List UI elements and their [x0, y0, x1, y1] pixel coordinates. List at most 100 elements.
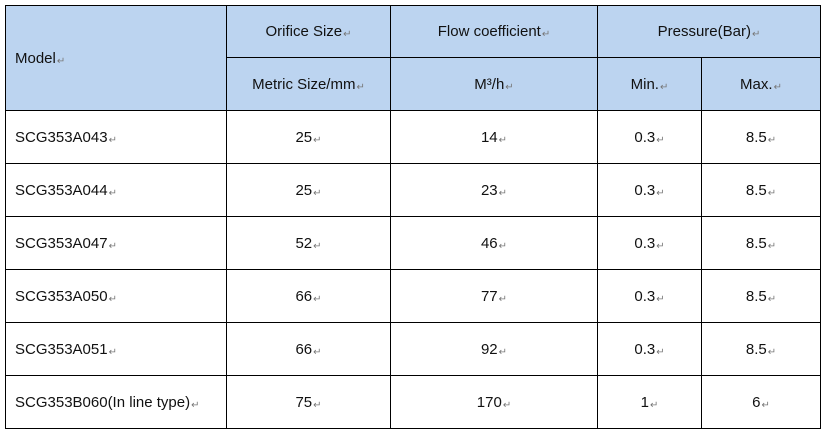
paragraph-mark-icon: ↵ — [313, 240, 322, 252]
size-text: 52 — [295, 234, 313, 252]
header-flow-coefficient-label: Flow coefficient — [437, 23, 541, 40]
size-text: 66 — [295, 287, 313, 305]
paragraph-mark-icon: ↵ — [108, 134, 117, 146]
paragraph-mark-icon: ↵ — [767, 134, 777, 146]
cell-max: 8.5↵ — [701, 110, 821, 164]
max-text: 8.5 — [745, 128, 767, 146]
header-metric-size-label: Metric Size/mm — [252, 75, 356, 93]
max-text: 6 — [752, 393, 761, 411]
model-text: SCG353A044 — [15, 181, 108, 199]
paragraph-mark-icon: ↵ — [108, 187, 117, 199]
paragraph-mark-icon: ↵ — [761, 399, 770, 411]
flow-text: 92 — [480, 340, 498, 358]
paragraph-mark-icon: ↵ — [767, 346, 777, 358]
cell-flow: 92↵ — [390, 322, 598, 376]
table-row: SCG353B060(In line type)↵ 75↵ 170↵ 1↵ 6↵ — [5, 375, 821, 429]
paragraph-mark-icon: ↵ — [656, 187, 665, 199]
paragraph-mark-icon: ↵ — [656, 293, 665, 305]
min-text: 0.3 — [634, 234, 656, 252]
cell-size: 25↵ — [226, 110, 391, 164]
header-flow-unit-label: M³/h — [474, 75, 505, 93]
header-min: Min.↵ — [597, 57, 702, 111]
paragraph-mark-icon: ↵ — [767, 293, 777, 305]
paragraph-mark-icon: ↵ — [108, 346, 117, 358]
max-text: 8.5 — [745, 181, 767, 199]
paragraph-mark-icon: ↵ — [659, 81, 669, 93]
cell-min: 0.3↵ — [597, 110, 702, 164]
model-text: SCG353B060(In line type) — [15, 393, 191, 411]
header-flow-coefficient: Flow coefficient↵ — [390, 5, 598, 58]
min-text: 0.3 — [634, 340, 656, 358]
cell-max: 8.5↵ — [701, 216, 821, 270]
flow-text: 77 — [480, 287, 498, 305]
cell-min: 0.3↵ — [597, 269, 702, 323]
min-text: 1 — [640, 393, 649, 411]
cell-min: 0.3↵ — [597, 163, 702, 217]
cell-flow: 14↵ — [390, 110, 598, 164]
cell-flow: 46↵ — [390, 216, 598, 270]
cell-flow: 170↵ — [390, 375, 598, 429]
table-body: SCG353A043↵ 25↵ 14↵ 0.3↵ 8.5↵ SCG353A044… — [5, 110, 821, 429]
spec-table: Model↵ Orifice Size↵ Flow coefficient↵ P… — [5, 5, 821, 429]
paragraph-mark-icon: ↵ — [498, 134, 508, 146]
paragraph-mark-icon: ↵ — [313, 293, 322, 305]
cell-model: SCG353A047↵ — [5, 216, 227, 270]
cell-size: 66↵ — [226, 322, 391, 376]
flow-text: 170 — [476, 393, 502, 411]
cell-model: SCG353A051↵ — [5, 322, 227, 376]
paragraph-mark-icon: ↵ — [649, 399, 659, 411]
cell-size: 52↵ — [226, 216, 391, 270]
cell-model: SCG353A044↵ — [5, 163, 227, 217]
paragraph-mark-icon: ↵ — [767, 187, 777, 199]
paragraph-mark-icon: ↵ — [498, 346, 508, 358]
header-min-label: Min. — [630, 75, 659, 93]
size-text: 75 — [295, 393, 313, 411]
paragraph-mark-icon: ↵ — [656, 134, 665, 146]
min-text: 0.3 — [634, 128, 656, 146]
table-row: SCG353A051↵ 66↵ 92↵ 0.3↵ 8.5↵ — [5, 322, 821, 376]
header-row-2: Metric Size/mm↵ M³/h↵ Min.↵ Max.↵ — [6, 57, 821, 111]
model-text: SCG353A050 — [15, 287, 108, 305]
paragraph-mark-icon: ↵ — [313, 134, 322, 146]
flow-text: 14 — [480, 128, 498, 146]
paragraph-mark-icon: ↵ — [751, 29, 761, 40]
max-text: 8.5 — [745, 340, 767, 358]
table-row: SCG353A047↵ 52↵ 46↵ 0.3↵ 8.5↵ — [5, 216, 821, 270]
paragraph-mark-icon: ↵ — [191, 399, 200, 411]
paragraph-mark-icon: ↵ — [313, 346, 322, 358]
paragraph-mark-icon: ↵ — [56, 55, 66, 67]
header-max-label: Max. — [740, 75, 773, 93]
header-pressure-label: Pressure(Bar) — [657, 23, 751, 40]
cell-model: SCG353A050↵ — [5, 269, 227, 323]
paragraph-mark-icon: ↵ — [498, 187, 508, 199]
max-text: 8.5 — [745, 287, 767, 305]
paragraph-mark-icon: ↵ — [498, 293, 508, 305]
paragraph-mark-icon: ↵ — [356, 81, 365, 93]
header-orifice-size-label: Orifice Size — [265, 23, 343, 40]
cell-max: 8.5↵ — [701, 163, 821, 217]
size-text: 66 — [295, 340, 313, 358]
model-text: SCG353A047 — [15, 234, 108, 252]
header-model-label: Model — [15, 49, 56, 67]
cell-min: 0.3↵ — [597, 216, 702, 270]
paragraph-mark-icon: ↵ — [108, 240, 117, 252]
header-max: Max.↵ — [701, 57, 821, 111]
paragraph-mark-icon: ↵ — [108, 293, 117, 305]
header-orifice-size: Orifice Size↵ — [226, 5, 391, 58]
table-header: Model↵ Orifice Size↵ Flow coefficient↵ P… — [5, 5, 821, 111]
cell-flow: 23↵ — [390, 163, 598, 217]
cell-flow: 77↵ — [390, 269, 598, 323]
cell-max: 8.5↵ — [701, 322, 821, 376]
cell-size: 25↵ — [226, 163, 391, 217]
cell-model: SCG353A043↵ — [5, 110, 227, 164]
paragraph-mark-icon: ↵ — [773, 81, 782, 93]
cell-min: 0.3↵ — [597, 322, 702, 376]
paragraph-mark-icon: ↵ — [313, 187, 322, 199]
model-text: SCG353A051 — [15, 340, 108, 358]
cell-model: SCG353B060(In line type)↵ — [5, 375, 227, 429]
header-flow-unit: M³/h↵ — [390, 57, 598, 111]
paragraph-mark-icon: ↵ — [541, 29, 551, 40]
paragraph-mark-icon: ↵ — [313, 399, 322, 411]
paragraph-mark-icon: ↵ — [656, 346, 665, 358]
cell-max: 6↵ — [701, 375, 821, 429]
